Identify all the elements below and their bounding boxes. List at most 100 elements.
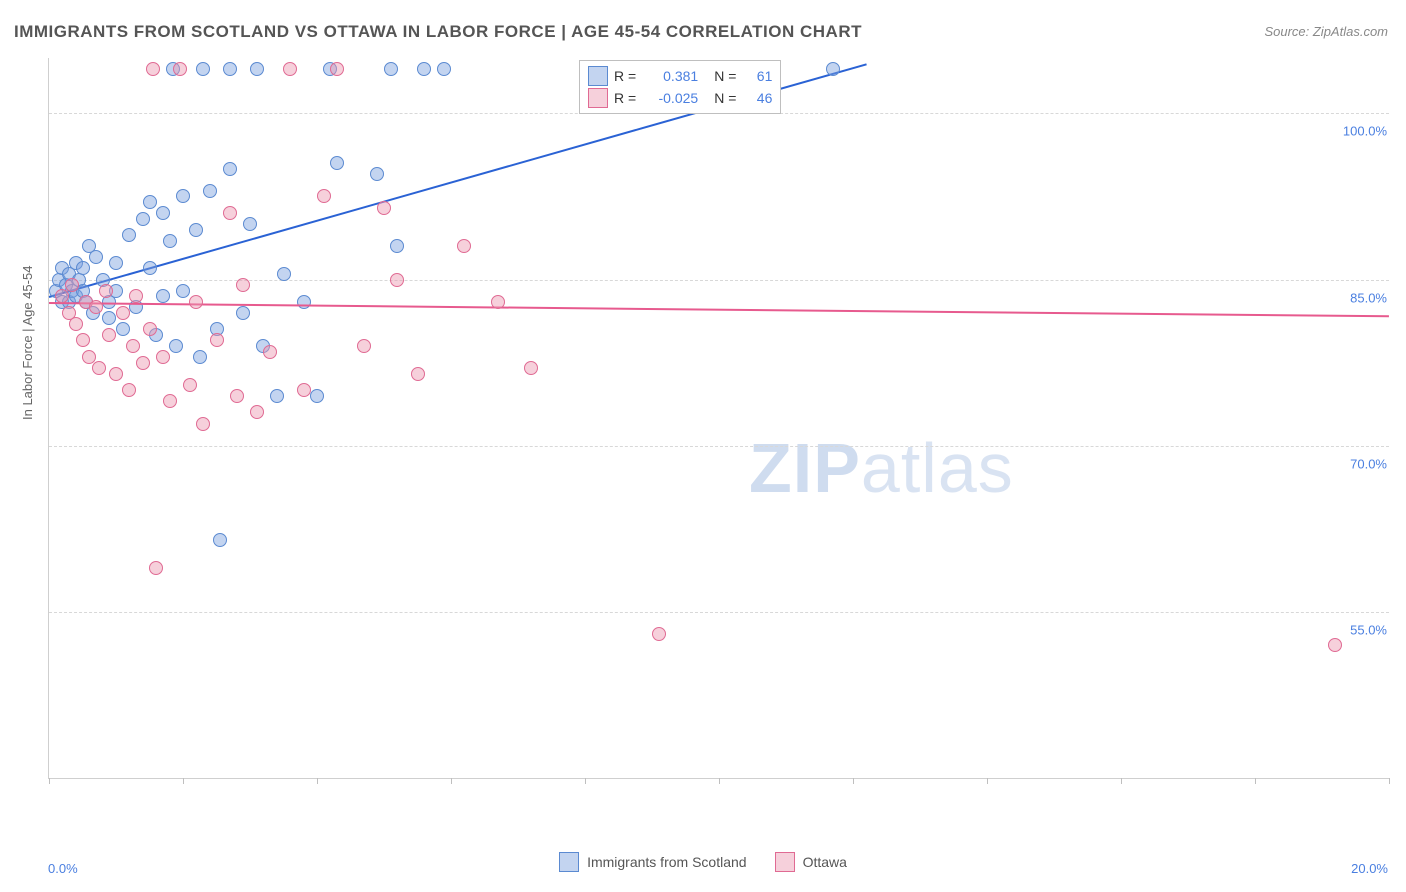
data-point	[163, 394, 177, 408]
series-legend: Immigrants from Scotland Ottawa	[0, 852, 1406, 872]
data-point	[826, 62, 840, 76]
legend-swatch	[588, 88, 608, 108]
data-point	[143, 322, 157, 336]
data-point	[102, 328, 116, 342]
data-point	[92, 361, 106, 375]
data-point	[236, 306, 250, 320]
data-point	[183, 378, 197, 392]
data-point	[223, 62, 237, 76]
data-point	[277, 267, 291, 281]
data-point	[317, 189, 331, 203]
x-tick	[1255, 778, 1256, 784]
data-point	[55, 289, 69, 303]
data-point	[136, 356, 150, 370]
x-tick	[1121, 778, 1122, 784]
y-tick-label: 100.0%	[1343, 124, 1391, 139]
stat-n-value: 61	[742, 68, 772, 84]
data-point	[297, 383, 311, 397]
data-point	[143, 261, 157, 275]
data-point	[173, 62, 187, 76]
legend-label: Immigrants from Scotland	[587, 854, 747, 870]
data-point	[122, 228, 136, 242]
data-point	[250, 62, 264, 76]
x-tick	[317, 778, 318, 784]
legend-swatch	[559, 852, 579, 872]
data-point	[149, 561, 163, 575]
stats-legend-row: R = 0.381 N = 61	[588, 65, 772, 87]
data-point	[230, 389, 244, 403]
gridline	[49, 280, 1389, 281]
data-point	[236, 278, 250, 292]
data-point	[243, 217, 257, 231]
source-credit: Source: ZipAtlas.com	[1264, 24, 1388, 39]
watermark-zip: ZIP	[749, 429, 861, 507]
data-point	[163, 234, 177, 248]
data-point	[330, 156, 344, 170]
y-axis-label: In Labor Force | Age 45-54	[20, 266, 35, 420]
data-point	[176, 284, 190, 298]
data-point	[283, 62, 297, 76]
data-point	[146, 62, 160, 76]
legend-label: Ottawa	[803, 854, 847, 870]
stat-r-value: 0.381	[642, 68, 698, 84]
data-point	[390, 273, 404, 287]
data-point	[156, 206, 170, 220]
data-point	[223, 162, 237, 176]
watermark-atlas: atlas	[861, 429, 1014, 507]
data-point	[377, 201, 391, 215]
stat-r-label: R =	[614, 90, 636, 106]
data-point	[102, 311, 116, 325]
x-tick	[853, 778, 854, 784]
data-point	[524, 361, 538, 375]
data-point	[270, 389, 284, 403]
watermark: ZIPatlas	[749, 428, 1014, 508]
data-point	[213, 533, 227, 547]
legend-item: Immigrants from Scotland	[559, 852, 747, 872]
data-point	[116, 306, 130, 320]
x-tick	[585, 778, 586, 784]
data-point	[89, 300, 103, 314]
x-tick	[49, 778, 50, 784]
data-point	[1328, 638, 1342, 652]
data-point	[176, 189, 190, 203]
data-point	[156, 289, 170, 303]
data-point	[65, 278, 79, 292]
plot-area: ZIPatlas R =0.381N =61R =-0.025N =46 100…	[48, 58, 1389, 779]
stat-n-value: 46	[742, 90, 772, 106]
data-point	[390, 239, 404, 253]
data-point	[69, 317, 83, 331]
data-point	[203, 184, 217, 198]
legend-swatch	[775, 852, 795, 872]
data-point	[169, 339, 183, 353]
data-point	[196, 417, 210, 431]
stat-r-value: -0.025	[642, 90, 698, 106]
data-point	[411, 367, 425, 381]
data-point	[126, 339, 140, 353]
data-point	[156, 350, 170, 364]
x-tick	[1389, 778, 1390, 784]
data-point	[491, 295, 505, 309]
x-tick	[183, 778, 184, 784]
y-tick-label: 85.0%	[1350, 290, 1391, 305]
data-point	[109, 367, 123, 381]
gridline	[49, 612, 1389, 613]
data-point	[193, 350, 207, 364]
data-point	[330, 62, 344, 76]
data-point	[370, 167, 384, 181]
y-tick-label: 55.0%	[1350, 622, 1391, 637]
data-point	[143, 195, 157, 209]
x-tick	[451, 778, 452, 784]
data-point	[310, 389, 324, 403]
data-point	[457, 239, 471, 253]
data-point	[263, 345, 277, 359]
stats-legend-row: R =-0.025N =46	[588, 87, 772, 109]
data-point	[196, 62, 210, 76]
data-point	[417, 62, 431, 76]
stat-r-label: R =	[614, 68, 636, 84]
legend-swatch	[588, 66, 608, 86]
data-point	[109, 256, 123, 270]
x-tick	[987, 778, 988, 784]
chart-title: IMMIGRANTS FROM SCOTLAND VS OTTAWA IN LA…	[14, 22, 862, 42]
data-point	[116, 322, 130, 336]
stat-n-label: N =	[714, 68, 736, 84]
